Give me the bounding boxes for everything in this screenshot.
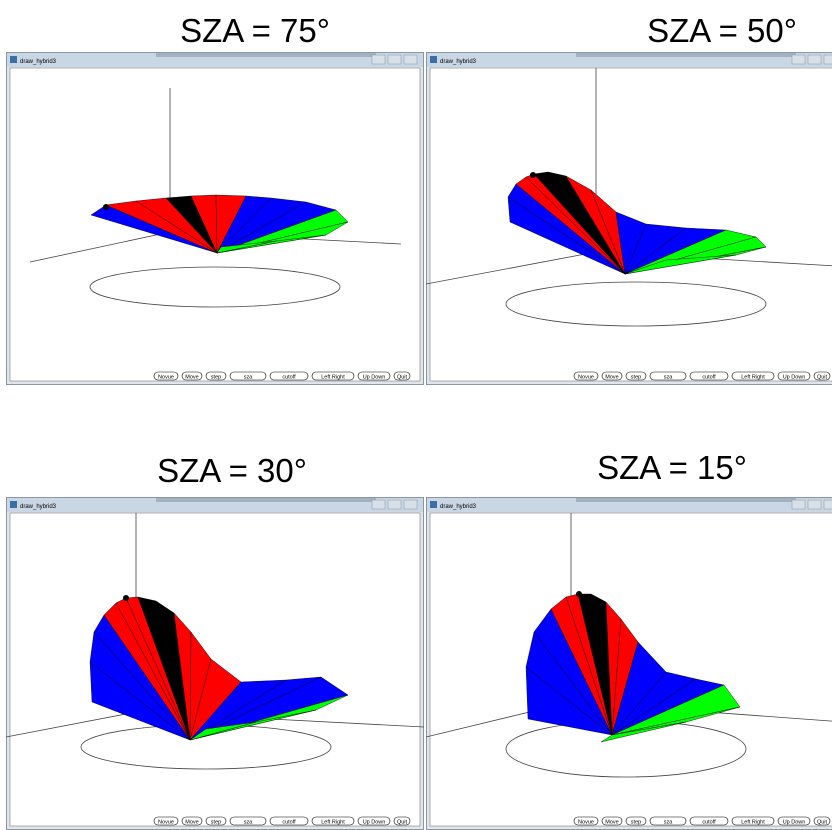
app-icon <box>10 501 17 508</box>
window-canvas: draw_hybrid3 Novue Move step sza cutoff Left R… <box>6 497 424 830</box>
button-label: cutoff <box>282 375 296 381</box>
button-label: Quit <box>817 820 828 826</box>
window: draw_hybrid3 Novue Move step sza cutoff Left R… <box>426 52 832 385</box>
button-label: Novue <box>158 820 174 826</box>
button-label: step <box>211 375 221 381</box>
button-label: cutoff <box>702 820 716 826</box>
panel-label: SZA = 30° <box>157 452 307 490</box>
window-title: draw_hybrid3 <box>440 504 477 510</box>
window-control[interactable] <box>792 500 805 509</box>
title-shade <box>156 498 376 502</box>
button-label: sza <box>244 820 254 826</box>
window-canvas: draw_hybrid3 Novue Move step sza cutoff Left R… <box>6 52 424 385</box>
window-control[interactable] <box>824 55 832 64</box>
button-label: cutoff <box>702 375 716 381</box>
button-label: sza <box>664 820 674 826</box>
window-canvas: draw_hybrid3 Novue Move step sza cutoff Left R… <box>426 497 832 830</box>
button-label: step <box>631 820 641 826</box>
window-canvas: draw_hybrid3 Novue Move step sza cutoff Left R… <box>426 52 832 385</box>
panel-label: SZA = 50° <box>647 12 797 50</box>
window-control[interactable] <box>808 55 821 64</box>
button-label: Move <box>605 375 618 381</box>
button-label: Left Right <box>741 375 765 381</box>
button-label: Novue <box>578 820 594 826</box>
button-label: step <box>211 820 221 826</box>
window: draw_hybrid3 Novue Move step sza cutoff Left R… <box>426 497 832 830</box>
button-label: sza <box>664 375 674 381</box>
button-label: Move <box>605 820 618 826</box>
panel-label: SZA = 15° <box>597 449 747 487</box>
app-icon <box>430 501 437 508</box>
panel-label: SZA = 75° <box>180 12 330 50</box>
button-label: Move <box>185 375 198 381</box>
title-shade <box>576 498 796 502</box>
window: draw_hybrid3 Novue Move step sza cutoff Left R… <box>6 52 424 385</box>
button-label: Quit <box>397 375 408 381</box>
window-control[interactable] <box>792 55 805 64</box>
button-label: cutoff <box>282 820 296 826</box>
window-control[interactable] <box>388 500 401 509</box>
sun-marker <box>103 204 109 210</box>
button-label: Novue <box>578 375 594 381</box>
window-control[interactable] <box>404 500 417 509</box>
window-control[interactable] <box>404 55 417 64</box>
button-label: Left Right <box>321 820 345 826</box>
button-label: Up Down <box>363 375 386 381</box>
button-label: Move <box>185 820 198 826</box>
window: draw_hybrid3 Novue Move step sza cutoff Left R… <box>6 497 424 830</box>
window-control[interactable] <box>372 500 385 509</box>
window-control[interactable] <box>808 500 821 509</box>
button-label: Quit <box>397 820 408 826</box>
app-icon <box>10 56 17 63</box>
button-label: Quit <box>817 375 828 381</box>
sun-marker <box>123 595 129 601</box>
button-label: sza <box>244 375 254 381</box>
window-control[interactable] <box>824 500 832 509</box>
app-icon <box>430 56 437 63</box>
button-label: Up Down <box>363 820 386 826</box>
button-label: Novue <box>158 375 174 381</box>
window-control[interactable] <box>372 55 385 64</box>
button-label: Up Down <box>783 375 806 381</box>
window-title: draw_hybrid3 <box>20 59 57 65</box>
button-label: step <box>631 375 641 381</box>
window-title: draw_hybrid3 <box>440 59 477 65</box>
sun-marker <box>530 172 536 178</box>
button-label: Up Down <box>783 820 806 826</box>
title-shade <box>156 53 376 57</box>
window-title: draw_hybrid3 <box>20 504 57 510</box>
button-label: Left Right <box>741 820 765 826</box>
window-control[interactable] <box>388 55 401 64</box>
button-label: Left Right <box>321 375 345 381</box>
sun-marker <box>576 591 582 597</box>
title-shade <box>576 53 796 57</box>
